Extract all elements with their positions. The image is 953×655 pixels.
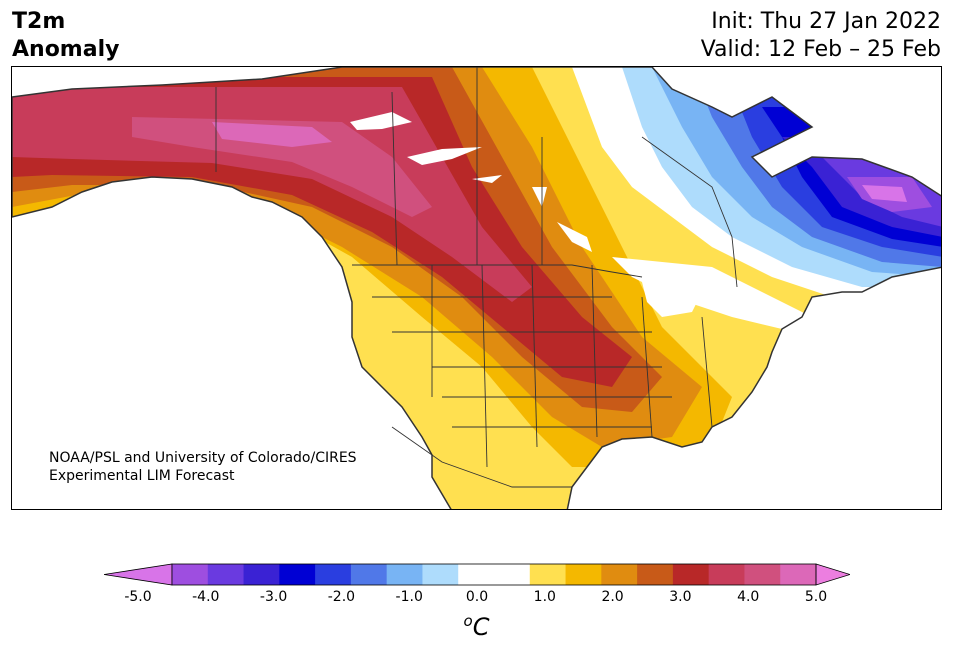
forecast-dates: Init: Thu 27 Jan 2022 Valid: 12 Feb – 25…	[701, 8, 941, 64]
colorbar-bin	[529, 564, 567, 585]
map-canvas	[12, 67, 941, 509]
colorbar-bin	[207, 564, 245, 585]
colorbar-bin	[637, 564, 674, 585]
colorbar-frame	[171, 563, 817, 586]
colorbar-tick-label: -3.0	[260, 589, 287, 603]
colorbar-bin	[315, 564, 352, 585]
colorbar-tick-label: -2.0	[328, 589, 355, 603]
credit-line-2: Experimental LIM Forecast	[49, 468, 235, 484]
colorbar-bin	[386, 564, 423, 585]
init-date: Init: Thu 27 Jan 2022	[711, 9, 941, 34]
political-borders	[215, 67, 738, 488]
colorbar-tick-label: 1.0	[534, 589, 556, 603]
colorbar-bin	[243, 564, 280, 585]
colorbar-bin	[672, 564, 710, 585]
title-line-2: Anomaly	[12, 37, 120, 62]
unit-degree: o	[463, 612, 473, 630]
colorbar-over-arrow	[815, 563, 850, 586]
colorbar-tick-label: -1.0	[396, 589, 423, 603]
colorbar-tick-label: -5.0	[124, 589, 151, 603]
colorbar-bin	[708, 564, 745, 585]
colorbar-bin	[744, 564, 781, 585]
map-title: T2m Anomaly	[12, 8, 119, 64]
credit-line-1: NOAA/PSL and University of Colorado/CIRE…	[49, 450, 357, 466]
colorbar-tick-label: -4.0	[192, 589, 219, 603]
colorbar-tick-label: 5.0	[805, 589, 827, 603]
colorbar-ticks: -5.0 -4.0 -3.0 -2.0 -1.0 0.0 1.0 2.0 3.0 4.0 5.0	[124, 589, 827, 603]
colorbar-bin	[279, 564, 316, 585]
colorbar-bin	[172, 564, 209, 585]
colorbar-bin	[601, 564, 638, 585]
title-line-1: T2m	[12, 9, 66, 34]
colorbar-unit: oC	[0, 612, 953, 641]
colorbar-bin	[458, 564, 495, 585]
anomaly-map	[11, 66, 942, 510]
unit-letter: C	[472, 613, 490, 641]
valid-range: Valid: 12 Feb – 25 Feb	[700, 37, 941, 62]
colorbar-bin	[780, 564, 817, 585]
colorbar-tick-label: 3.0	[669, 589, 691, 603]
colorbar-tick-label: 0.0	[466, 589, 488, 603]
colorbar-tick-label: 4.0	[737, 589, 759, 603]
colorbar-tick-label: 2.0	[601, 589, 623, 603]
colorbar: -5.0 -4.0 -3.0 -2.0 -1.0 0.0 1.0 2.0 3.0 4.0 5.0	[104, 563, 850, 603]
colorbar-bin	[350, 564, 388, 585]
colorbar-under-arrow	[104, 563, 173, 586]
colorbar-bin	[494, 564, 531, 585]
credit-text: NOAA/PSL and University of Colorado/CIRE…	[49, 449, 357, 485]
colorbar-bins	[104, 563, 850, 586]
colorbar-bin	[422, 564, 459, 585]
colorbar-bin	[565, 564, 602, 585]
